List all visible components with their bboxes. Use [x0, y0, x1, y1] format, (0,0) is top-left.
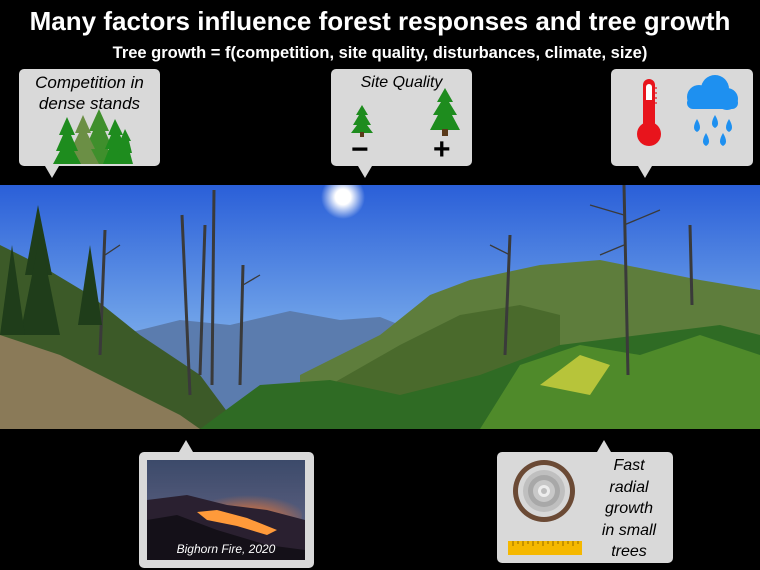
plus-sign: + — [433, 133, 451, 166]
large-tree-icon — [430, 88, 460, 136]
minus-sign: − — [351, 133, 369, 166]
forest-panorama-photo — [0, 185, 760, 429]
disturbance-callout: Bighorn Fire, 2020 — [139, 440, 314, 568]
site-quality-callout: Site Quality − + — [331, 69, 472, 178]
tree-ring-icon — [513, 460, 575, 522]
size-callout: Fast radial growth in small trees — [497, 440, 673, 563]
rain-cloud-icon — [687, 75, 738, 146]
size-label: Fast radial growth in small trees — [601, 457, 657, 560]
slide-title: Many factors influence forest responses … — [29, 6, 731, 36]
competition-callout: Competition in dense stands — [19, 69, 160, 178]
site-quality-label: Site Quality — [360, 74, 443, 91]
tree-cluster-icon — [53, 109, 133, 164]
small-tree-icon — [351, 105, 373, 137]
climate-callout — [611, 69, 753, 178]
fire-caption: Bighorn Fire, 2020 — [176, 542, 276, 556]
thermometer-icon — [637, 79, 661, 146]
ruler-icon — [508, 541, 582, 555]
fire-photo: Bighorn Fire, 2020 — [147, 460, 305, 560]
slide-subtitle: Tree growth = f(competition, site qualit… — [112, 44, 648, 62]
competition-label: Competition in dense stands — [35, 73, 144, 113]
